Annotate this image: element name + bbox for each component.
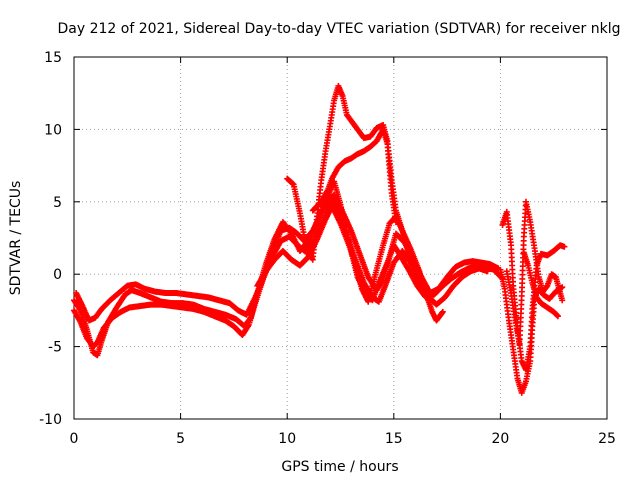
data-point xyxy=(559,297,566,304)
data-point xyxy=(554,312,561,319)
y-tick-label: 10 xyxy=(44,122,62,138)
data-series xyxy=(71,82,568,396)
series-trace-mid xyxy=(309,126,399,226)
chart-title: Day 212 of 2021, Sidereal Day-to-day VTE… xyxy=(58,21,621,37)
series-trace-end-d xyxy=(520,249,561,320)
data-point xyxy=(439,308,446,315)
y-axis-label: SDTVAR / TECUs xyxy=(8,181,24,296)
data-point xyxy=(484,268,491,275)
y-tick-label: 15 xyxy=(44,50,62,66)
x-axis-label: GPS time / hours xyxy=(281,459,398,475)
x-tick-label: 15 xyxy=(385,431,403,447)
data-point xyxy=(392,219,399,226)
y-tick-label: 0 xyxy=(53,267,62,283)
y-tick-label: -10 xyxy=(39,412,62,428)
data-point xyxy=(561,243,568,250)
x-tick-label: 10 xyxy=(278,431,296,447)
data-point xyxy=(554,313,561,320)
y-tick-label: -5 xyxy=(48,340,62,356)
series-trace-end-c xyxy=(503,198,566,347)
series-trace-a xyxy=(71,178,506,359)
data-point xyxy=(543,283,550,290)
series-trace-b xyxy=(71,197,491,350)
x-tick-label: 25 xyxy=(598,431,616,447)
x-tick-label: 20 xyxy=(491,431,509,447)
x-tick-label: 0 xyxy=(70,431,79,447)
plot-frame xyxy=(73,56,608,420)
data-point xyxy=(424,294,431,301)
x-tick-label: 5 xyxy=(176,431,185,447)
y-tick-labels: -10 -5 0 5 10 15 xyxy=(39,50,62,428)
data-point xyxy=(423,293,430,300)
x-tick-labels: 0 5 10 15 20 25 xyxy=(70,431,616,447)
data-point xyxy=(289,180,296,187)
y-tick-label: 5 xyxy=(53,195,62,211)
axis-ticks xyxy=(73,56,608,420)
